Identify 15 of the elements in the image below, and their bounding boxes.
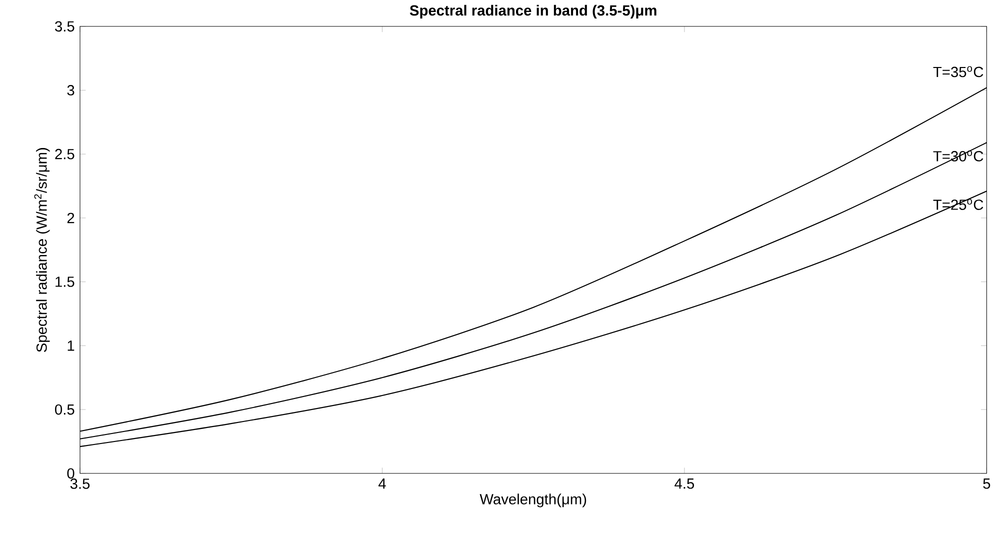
y-tick-label: 1 xyxy=(68,340,74,351)
y-tick-label: 3.5 xyxy=(55,21,74,32)
x-tick-label: 4.5 xyxy=(674,478,694,489)
x-tick-label: 5 xyxy=(983,478,990,489)
y-tick-label: 3 xyxy=(67,84,74,96)
y-tick-label: 0 xyxy=(67,468,74,478)
y-axis-title: Spectral radiance (W/m$^{2}$/sr/μm) xyxy=(34,148,50,352)
x-axis-title: Wavelength(μm) xyxy=(480,493,586,508)
y-tick-label: 1.5 xyxy=(56,276,74,287)
y-tick-label: 0.5 xyxy=(55,404,74,415)
x-tick-label: 4 xyxy=(378,478,386,488)
y-tick-label: 2.5 xyxy=(55,148,74,160)
chart-title: Spectral radiance in band (3.5-5)μm xyxy=(410,4,656,18)
y-tick-label: 2 xyxy=(67,212,74,223)
annotation: T=35$^{o}$C xyxy=(933,66,984,77)
